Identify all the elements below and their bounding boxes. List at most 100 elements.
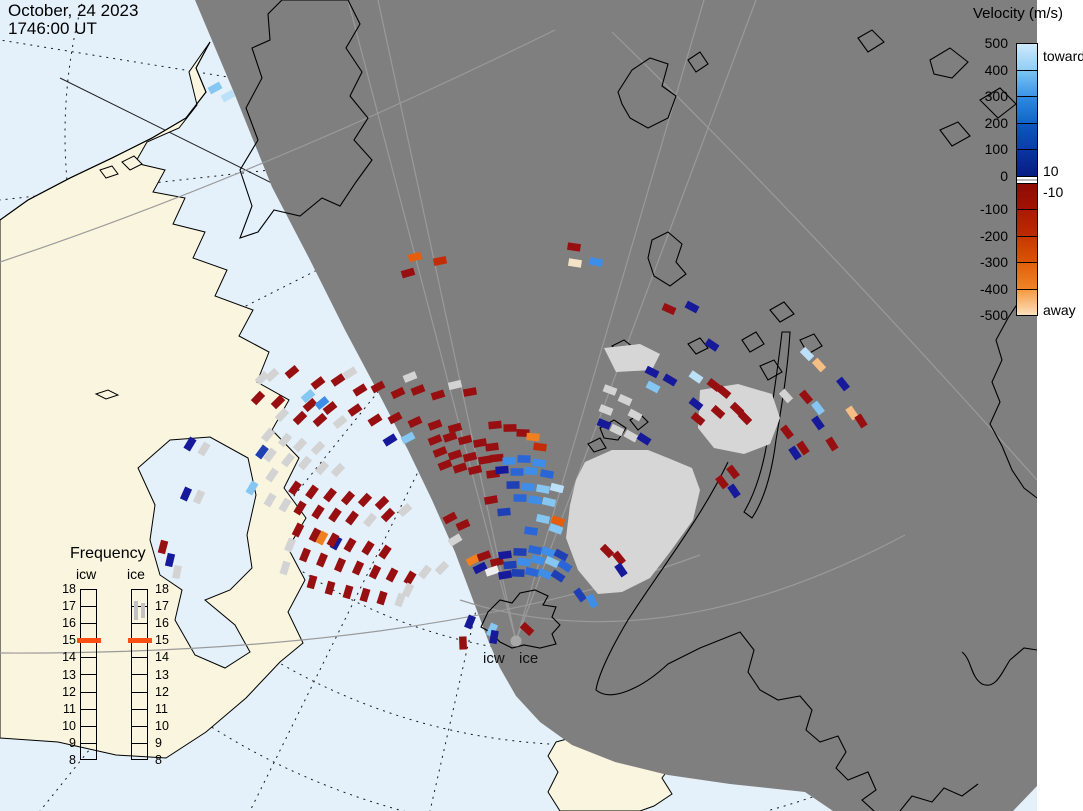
velocity-cell [715, 474, 729, 490]
velocity-cell [617, 393, 633, 407]
radar-label-icw: icw [483, 650, 505, 667]
velocity-cell [567, 242, 581, 252]
velocity-cell [407, 415, 423, 429]
freq-tick-label-right: 14 [155, 650, 169, 665]
freq-cell [81, 607, 96, 625]
velocity-cell [811, 415, 825, 431]
velocity-tick-label: 100 [984, 141, 1008, 158]
velocity-cell [539, 469, 555, 479]
velocity-cell [524, 566, 540, 578]
velocity-cell [602, 384, 618, 396]
freq-ground-scatter-mark [134, 601, 138, 620]
velocity-cell [544, 555, 560, 569]
freq-cell [132, 727, 147, 744]
velocity-cell [260, 427, 276, 443]
freq-tick-label-right: 17 [155, 599, 169, 614]
right-margin [1037, 0, 1083, 811]
velocity-cell [477, 455, 493, 465]
freq-tick-label-right: 9 [155, 735, 162, 750]
velocity-cell [585, 593, 599, 609]
freq-cell [81, 590, 96, 608]
freq-tick-label-right: 18 [155, 582, 169, 596]
velocity-cell [345, 510, 359, 526]
russian-arctic-coast [989, 291, 1038, 499]
velocity-cell [342, 584, 354, 600]
velocity-cell [279, 560, 291, 576]
velocity-cell [380, 507, 396, 523]
colorbar-segment [1017, 210, 1037, 237]
small-island [99, 165, 119, 179]
arctic-island [687, 337, 709, 355]
velocity-cell [385, 567, 399, 583]
velocity-cell [611, 550, 627, 566]
velocity-cell [401, 582, 415, 598]
velocity-cell [645, 380, 661, 394]
velocity-cell [467, 464, 483, 476]
velocity-cell [274, 407, 290, 423]
franz-josef-land [769, 301, 795, 323]
freq-tick-label-left: 16 [62, 616, 76, 631]
velocity-cell [550, 515, 566, 527]
velocity-cell [483, 495, 499, 505]
velocity-cell [308, 527, 322, 543]
freq-cell [132, 641, 147, 659]
velocity-tick-label: -300 [979, 254, 1008, 271]
velocity-cell [495, 465, 509, 475]
freq-cell [81, 658, 96, 676]
velocity-cell [357, 492, 373, 508]
velocity-cell [636, 432, 652, 446]
greenland-fjord [137, 436, 257, 669]
velocity-cell [397, 502, 413, 518]
colorbar-segment [1017, 70, 1037, 98]
velocity-cell [293, 500, 307, 516]
velocity-cell [472, 561, 488, 575]
velocity-cell [548, 523, 564, 535]
freq-tick-label-left: 14 [62, 650, 76, 665]
freq-tick-label-right: 10 [155, 718, 169, 733]
velocity-cell [609, 423, 625, 437]
velocity-cell [502, 457, 516, 465]
velocity-cell [796, 440, 810, 456]
radar-label-ice: ice [519, 650, 539, 667]
velocity-cell [588, 256, 604, 268]
freq-tick-label-left: 18 [62, 582, 76, 596]
velocity-cell [488, 420, 502, 430]
freq-cell [81, 744, 96, 761]
velocity-cell [330, 373, 346, 387]
velocity-cell [549, 482, 565, 494]
velocity-cell [402, 371, 418, 383]
velocity-cell [368, 564, 382, 580]
velocity-cell [367, 413, 383, 427]
velocity-cell [351, 560, 365, 576]
velocity-cell [836, 376, 850, 392]
freq-cell [132, 658, 147, 676]
freq-cell [132, 675, 147, 693]
velocity-cell [497, 507, 511, 517]
velocity-cell [623, 429, 639, 443]
velocity-cell [447, 533, 463, 547]
velocity-cell [540, 546, 556, 558]
velocity-cell [333, 557, 347, 573]
velocity-cell [314, 460, 330, 476]
velocity-cell [427, 419, 443, 431]
velocity-cell [362, 512, 378, 528]
scandinavia-coast [595, 461, 877, 811]
franz-josef-land [759, 359, 783, 381]
velocity-cell [780, 424, 794, 440]
velocity-cell [489, 629, 499, 645]
velocity-cell [498, 550, 512, 560]
freq-cell [132, 710, 147, 727]
velocity-cell [532, 458, 546, 468]
freq-cell [81, 675, 96, 693]
velocity-cell [316, 552, 328, 568]
velocity-cell [447, 379, 463, 391]
velocity-cell [410, 384, 426, 396]
velocity-cell [278, 497, 292, 513]
plot-title: October, 24 2023 1746:00 UT [8, 2, 138, 38]
velocity-tick-label: -200 [979, 227, 1008, 244]
frequency-marker [77, 638, 101, 644]
velocity-cell [517, 557, 531, 567]
velocity-cell [688, 370, 704, 384]
velocity-cell [710, 404, 726, 420]
freq-cell [132, 744, 147, 761]
